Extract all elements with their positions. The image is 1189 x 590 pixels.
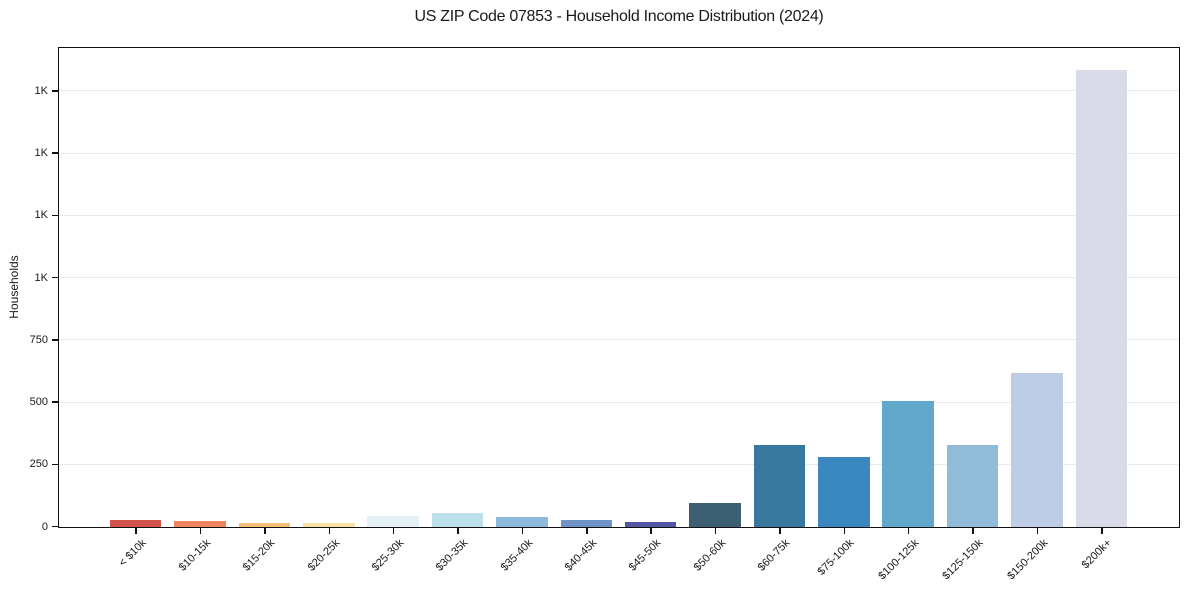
gridline bbox=[59, 214, 1179, 216]
x-axis-tick-label: $75-100k bbox=[815, 537, 857, 578]
x-axis-tick bbox=[1101, 528, 1103, 534]
x-axis-tick bbox=[328, 528, 331, 534]
x-axis-tick bbox=[650, 528, 652, 534]
x-axis-tick-label: $100-125k bbox=[875, 537, 922, 583]
gridline bbox=[59, 152, 1179, 154]
bar-$60-75k bbox=[753, 445, 806, 527]
bar-$15-20k bbox=[238, 523, 291, 527]
gridline bbox=[59, 90, 1179, 92]
plot-area bbox=[58, 47, 1180, 528]
x-axis-tick-label: $10-15k bbox=[176, 537, 214, 574]
x-axis-tick bbox=[457, 528, 459, 534]
gridline bbox=[59, 401, 1179, 403]
x-axis-tick bbox=[521, 528, 524, 534]
x-axis-tick bbox=[264, 528, 266, 534]
x-axis-tick bbox=[586, 528, 588, 534]
x-axis-tick bbox=[1036, 528, 1039, 534]
y-axis-tick bbox=[52, 525, 58, 528]
y-axis-label: Households bbox=[7, 255, 21, 319]
x-axis-tick-label: $50-60k bbox=[691, 537, 729, 574]
x-axis-tick bbox=[392, 528, 395, 534]
bar-$10-15k bbox=[174, 521, 226, 527]
x-axis-tick-label: $125-150k bbox=[940, 537, 986, 583]
bar-$150-200k bbox=[1011, 373, 1063, 527]
bar-$45-50k bbox=[624, 522, 677, 527]
bar-$50-60k bbox=[689, 503, 741, 527]
y-axis-tick bbox=[52, 463, 58, 465]
y-axis-tick bbox=[52, 339, 58, 341]
x-axis-tick bbox=[972, 528, 974, 534]
gridline bbox=[59, 463, 1179, 465]
x-axis-tick-label: $150-200k bbox=[1004, 537, 1050, 583]
y-axis-tick bbox=[52, 90, 58, 92]
bar-$125-150k bbox=[946, 445, 999, 527]
x-axis-tick bbox=[714, 528, 717, 534]
y-axis-tick-label: 1K bbox=[34, 147, 48, 160]
x-axis-tick bbox=[907, 528, 910, 534]
x-axis-tick-label: $20-25k bbox=[305, 537, 342, 574]
x-axis-tick-label: $45-50k bbox=[627, 537, 664, 574]
y-axis-tick-label: 1K bbox=[34, 84, 48, 97]
bar-$75-100k bbox=[818, 457, 870, 527]
x-axis-tick-label: $35-40k bbox=[498, 537, 535, 574]
x-axis-tick bbox=[135, 528, 137, 534]
y-axis-tick bbox=[52, 152, 58, 154]
x-axis-tick-label: $40-45k bbox=[562, 537, 600, 574]
x-axis-tick bbox=[779, 528, 781, 534]
x-axis-tick-label: $200k+ bbox=[1080, 537, 1115, 572]
y-axis-tick-label: 500 bbox=[29, 396, 48, 409]
bar-$25-30k bbox=[367, 516, 419, 527]
bar-$100-125k bbox=[882, 401, 934, 527]
bar-$35-40k bbox=[496, 517, 548, 527]
x-axis-tick-label: $25-30k bbox=[369, 537, 407, 574]
chart-title: US ZIP Code 07853 - Household Income Dis… bbox=[414, 8, 824, 25]
y-axis-tick bbox=[52, 276, 58, 279]
x-axis-tick-label: < $10k bbox=[116, 537, 149, 570]
y-axis-tick-label: 1K bbox=[34, 209, 48, 222]
y-axis-tick bbox=[52, 401, 58, 403]
bar-$200k+ bbox=[1075, 70, 1128, 527]
x-axis-tick bbox=[843, 528, 846, 534]
x-axis-tick-label: $15-20k bbox=[240, 537, 278, 574]
bar-< $10k bbox=[109, 520, 162, 527]
bar-$20-25k bbox=[303, 523, 355, 527]
y-axis-tick bbox=[52, 214, 58, 217]
x-axis-tick-label: $30-35k bbox=[433, 537, 471, 574]
gridline bbox=[59, 339, 1179, 341]
x-axis-tick-label: $60-75k bbox=[755, 537, 793, 574]
bar-$30-35k bbox=[431, 513, 484, 527]
bar-$40-45k bbox=[560, 520, 613, 527]
y-axis-tick-label: 0 bbox=[41, 520, 48, 533]
y-axis-tick-label: 250 bbox=[29, 458, 48, 471]
gridline bbox=[59, 277, 1179, 279]
y-axis-tick-label: 1K bbox=[34, 271, 48, 284]
x-axis-tick bbox=[199, 528, 202, 534]
y-axis-tick-label: 750 bbox=[29, 333, 48, 346]
